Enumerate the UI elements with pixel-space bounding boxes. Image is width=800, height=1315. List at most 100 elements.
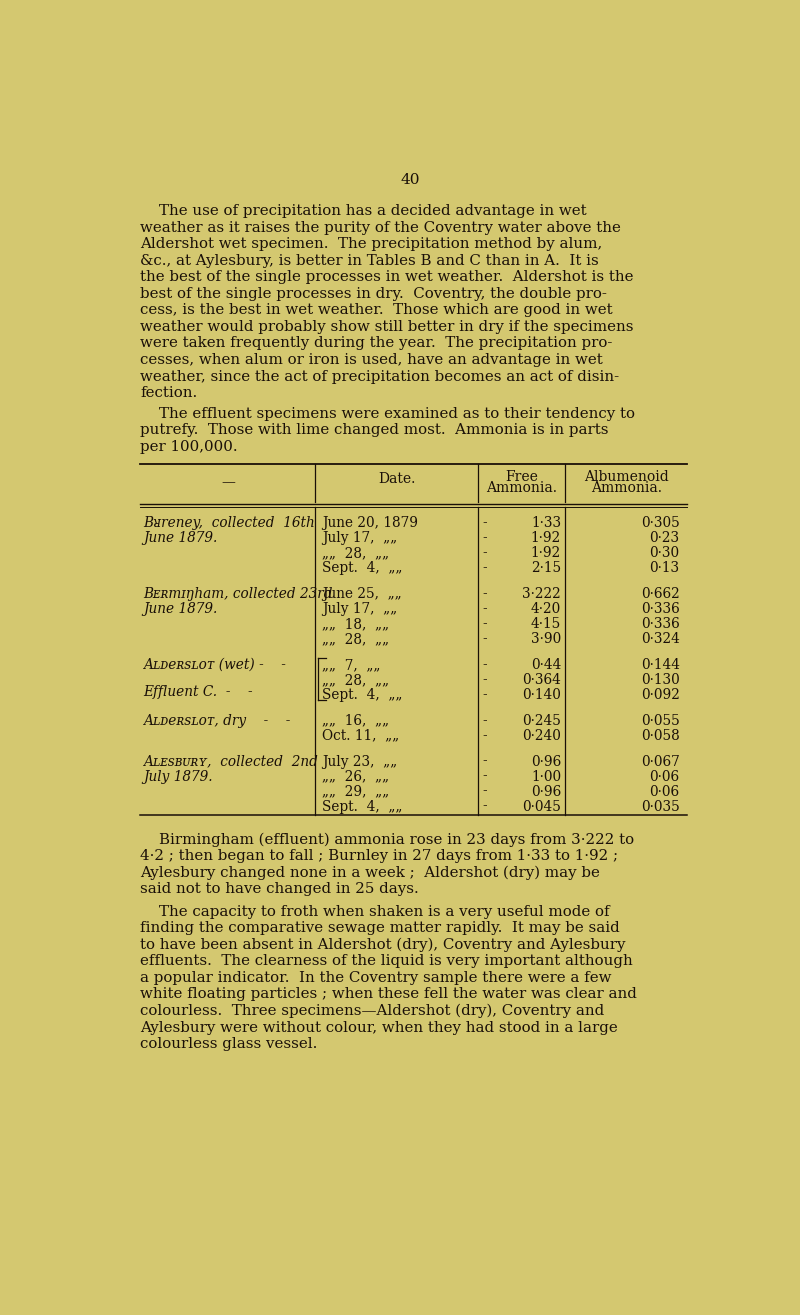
Text: July 17,  „„: July 17, „„ xyxy=(322,531,397,546)
Text: 3·90: 3·90 xyxy=(531,633,561,646)
Text: -: - xyxy=(482,531,486,544)
Text: -: - xyxy=(482,688,486,701)
Text: Date.: Date. xyxy=(378,472,415,485)
Text: 0·336: 0·336 xyxy=(641,602,680,617)
Text: a popular indicator.  In the Coventry sample there were a few: a popular indicator. In the Coventry sam… xyxy=(140,970,612,985)
Text: were taken frequently during the year.  The precipitation pro-: were taken frequently during the year. T… xyxy=(140,337,613,350)
Text: white floating particles ; when these fell the water was clear and: white floating particles ; when these fe… xyxy=(140,988,637,1002)
Text: 0·336: 0·336 xyxy=(641,617,680,631)
Text: -: - xyxy=(482,602,486,615)
Text: per 100,000.: per 100,000. xyxy=(140,439,238,454)
Text: weather would probably show still better in dry if the specimens: weather would probably show still better… xyxy=(140,320,634,334)
Text: 3·222: 3·222 xyxy=(522,586,561,601)
Text: „„  28,  „„: „„ 28, „„ xyxy=(322,673,389,686)
Text: 4·15: 4·15 xyxy=(531,617,561,631)
Text: Effluent C.  -    -: Effluent C. - - xyxy=(143,685,253,700)
Text: „„  26,  „„: „„ 26, „„ xyxy=(322,769,389,784)
Text: 1·33: 1·33 xyxy=(531,517,561,530)
Text: Sept.  4,  „„: Sept. 4, „„ xyxy=(322,800,402,814)
Text: Ammonia.: Ammonia. xyxy=(590,481,662,494)
Text: 0·44: 0·44 xyxy=(530,658,561,672)
Text: 4·20: 4·20 xyxy=(531,602,561,617)
Text: „„  18,  „„: „„ 18, „„ xyxy=(322,617,389,631)
Text: 0·058: 0·058 xyxy=(641,729,680,743)
Text: „„  7,  „„: „„ 7, „„ xyxy=(322,658,380,672)
Text: 0·23: 0·23 xyxy=(650,531,680,546)
Text: June 1879.: June 1879. xyxy=(143,602,218,617)
Text: putrefy.  Those with lime changed most.  Ammonia is in parts: putrefy. Those with lime changed most. A… xyxy=(140,423,609,437)
Text: Bᴇʀmɪŋham, collected 23rd: Bᴇʀmɪŋham, collected 23rd xyxy=(143,586,333,601)
Text: said not to have changed in 25 days.: said not to have changed in 25 days. xyxy=(140,882,419,896)
Text: -: - xyxy=(482,658,486,671)
Text: -: - xyxy=(482,714,486,727)
Text: colourless glass vessel.: colourless glass vessel. xyxy=(140,1038,318,1051)
Text: Albumenoid: Albumenoid xyxy=(584,469,669,484)
Text: 0·324: 0·324 xyxy=(641,633,680,646)
Text: July 23,  „„: July 23, „„ xyxy=(322,755,397,768)
Text: Ammonia.: Ammonia. xyxy=(486,481,557,494)
Text: Birmingham (effluent) ammonia rose in 23 days from 3·222 to: Birmingham (effluent) ammonia rose in 23… xyxy=(140,832,634,847)
Text: 0·035: 0·035 xyxy=(641,800,680,814)
Text: Oct. 11,  „„: Oct. 11, „„ xyxy=(322,729,399,743)
Text: The capacity to froth when shaken is a very useful mode of: The capacity to froth when shaken is a v… xyxy=(140,905,610,919)
Text: 0·96: 0·96 xyxy=(531,755,561,768)
Text: effluents.  The clearness of the liquid is very important although: effluents. The clearness of the liquid i… xyxy=(140,955,633,968)
Text: weather as it raises the purity of the Coventry water above the: weather as it raises the purity of the C… xyxy=(140,221,621,234)
Text: -: - xyxy=(482,562,486,575)
Text: Aylesbury were without colour, when they had stood in a large: Aylesbury were without colour, when they… xyxy=(140,1020,618,1035)
Text: „„  29,  „„: „„ 29, „„ xyxy=(322,785,389,798)
Text: 1·92: 1·92 xyxy=(531,546,561,560)
Text: 0·06: 0·06 xyxy=(650,769,680,784)
Text: 0·96: 0·96 xyxy=(531,785,561,798)
Text: -: - xyxy=(482,800,486,813)
Text: 0·092: 0·092 xyxy=(641,688,680,702)
Text: best of the single processes in dry.  Coventry, the double pro-: best of the single processes in dry. Cov… xyxy=(140,287,607,301)
Text: -: - xyxy=(482,617,486,630)
Text: weather, since the act of precipitation becomes an act of disin-: weather, since the act of precipitation … xyxy=(140,370,619,384)
Text: 4·2 ; then began to fall ; Burnley in 27 days from 1·33 to 1·92 ;: 4·2 ; then began to fall ; Burnley in 27… xyxy=(140,849,618,863)
Text: Aldershot wet specimen.  The precipitation method by alum,: Aldershot wet specimen. The precipitatio… xyxy=(140,237,602,251)
Text: The effluent specimens were examined as to their tendency to: The effluent specimens were examined as … xyxy=(140,406,635,421)
Text: -: - xyxy=(482,673,486,686)
Text: -: - xyxy=(482,769,486,782)
Text: 1·00: 1·00 xyxy=(531,769,561,784)
Text: 0·06: 0·06 xyxy=(650,785,680,798)
Text: „„  28,  „„: „„ 28, „„ xyxy=(322,546,389,560)
Text: 2·15: 2·15 xyxy=(531,562,561,575)
Text: -: - xyxy=(482,633,486,646)
Text: Aʟᴅeʀsʟoᴛ, dry    -    -: Aʟᴅeʀsʟoᴛ, dry - - xyxy=(143,714,290,727)
Text: Bᴚreney,  collected  16th: Bᴚreney, collected 16th xyxy=(143,517,315,530)
Text: July 17,  „„: July 17, „„ xyxy=(322,602,397,617)
Text: —: — xyxy=(221,476,235,489)
Text: The use of precipitation has a decided advantage in wet: The use of precipitation has a decided a… xyxy=(140,204,587,218)
Text: 0·067: 0·067 xyxy=(641,755,680,768)
Text: 0·662: 0·662 xyxy=(641,586,680,601)
Text: 0·245: 0·245 xyxy=(522,714,561,727)
Text: the best of the single processes in wet weather.  Aldershot is the: the best of the single processes in wet … xyxy=(140,270,634,284)
Text: -: - xyxy=(482,517,486,529)
Text: 0·055: 0·055 xyxy=(641,714,680,727)
Text: 0·140: 0·140 xyxy=(522,688,561,702)
Text: Aylesbury changed none in a week ;  Aldershot (dry) may be: Aylesbury changed none in a week ; Alder… xyxy=(140,865,600,880)
Text: 0·045: 0·045 xyxy=(522,800,561,814)
Text: cesses, when alum or iron is used, have an advantage in wet: cesses, when alum or iron is used, have … xyxy=(140,352,603,367)
Text: 0·30: 0·30 xyxy=(650,546,680,560)
Text: Free: Free xyxy=(505,469,538,484)
Text: June 20, 1879: June 20, 1879 xyxy=(322,517,418,530)
Text: June 1879.: June 1879. xyxy=(143,531,218,546)
Text: -: - xyxy=(482,546,486,559)
Text: Sept.  4,  „„: Sept. 4, „„ xyxy=(322,688,402,702)
Text: July 1879.: July 1879. xyxy=(143,769,213,784)
Text: -: - xyxy=(482,785,486,798)
Text: 0·130: 0·130 xyxy=(641,673,680,686)
Text: colourless.  Three specimens—Aldershot (dry), Coventry and: colourless. Three specimens—Aldershot (d… xyxy=(140,1005,605,1018)
Text: Aʟᴅeʀsʟoᴛ (wet) -    -: Aʟᴅeʀsʟoᴛ (wet) - - xyxy=(143,658,286,672)
Text: „„  28,  „„: „„ 28, „„ xyxy=(322,633,389,646)
Text: &c., at Aylesbury, is better in Tables B and C than in A.  It is: &c., at Aylesbury, is better in Tables B… xyxy=(140,254,599,268)
Text: 0·240: 0·240 xyxy=(522,729,561,743)
Text: „„  16,  „„: „„ 16, „„ xyxy=(322,714,389,727)
Text: 0·305: 0·305 xyxy=(641,517,680,530)
Text: fection.: fection. xyxy=(140,387,198,400)
Text: 1·92: 1·92 xyxy=(531,531,561,546)
Text: 0·144: 0·144 xyxy=(641,658,680,672)
